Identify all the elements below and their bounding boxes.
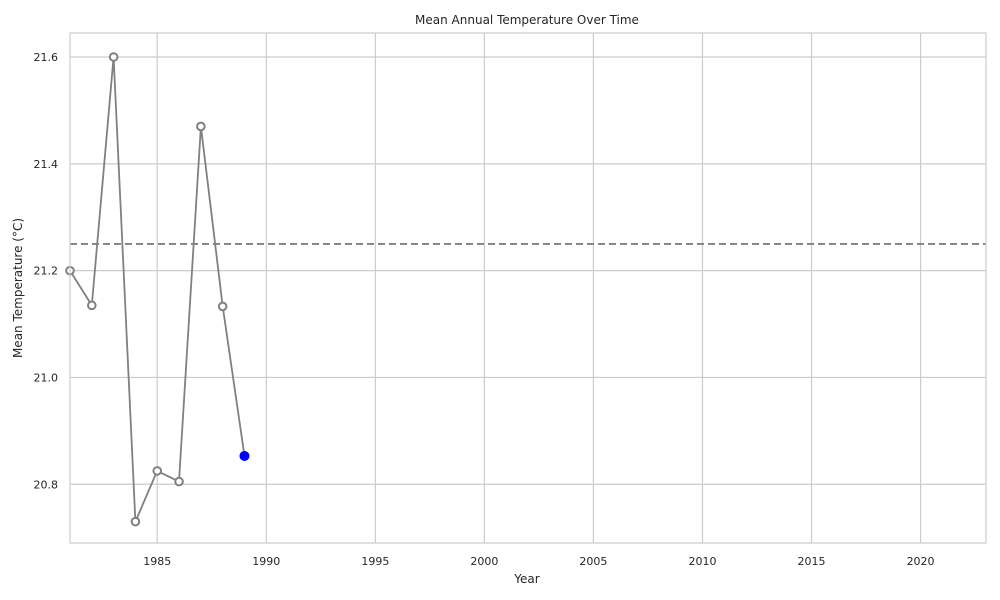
grid-layer bbox=[70, 33, 986, 543]
data-point bbox=[196, 121, 206, 132]
y-tick-label: 21.4 bbox=[34, 158, 59, 171]
x-tick-label: 2005 bbox=[579, 555, 607, 568]
x-tick-label: 1990 bbox=[252, 555, 280, 568]
data-point bbox=[87, 300, 97, 311]
plot-frame bbox=[69, 32, 987, 544]
x-tick-label: 2020 bbox=[907, 555, 935, 568]
y-tick-label: 21.2 bbox=[34, 265, 59, 278]
x-tick-label: 2000 bbox=[470, 555, 498, 568]
x-tick-label: 1995 bbox=[361, 555, 389, 568]
y-tick-label: 20.8 bbox=[34, 478, 59, 491]
x-axis-title: Year bbox=[513, 572, 539, 586]
data-point bbox=[217, 301, 228, 312]
data-point bbox=[174, 476, 184, 487]
frame-layer bbox=[69, 32, 987, 544]
chart-title: Mean Annual Temperature Over Time bbox=[415, 13, 639, 27]
highlight-point bbox=[239, 450, 250, 461]
y-tick-label: 21.0 bbox=[34, 371, 59, 384]
x-tick-label: 2010 bbox=[688, 555, 716, 568]
y-axis-title: Mean Temperature (°C) bbox=[11, 218, 25, 358]
data-point bbox=[108, 52, 119, 62]
x-tick-label: 2015 bbox=[798, 555, 826, 568]
y-tick-label: 21.6 bbox=[34, 51, 59, 64]
x-tick-label: 1985 bbox=[143, 555, 171, 568]
tick-label-layer: 1985 1990 1995 2000 2005 2010 2015 2020 20.8 21.0… bbox=[34, 51, 935, 568]
data-point bbox=[152, 466, 163, 476]
data-point bbox=[130, 516, 141, 527]
